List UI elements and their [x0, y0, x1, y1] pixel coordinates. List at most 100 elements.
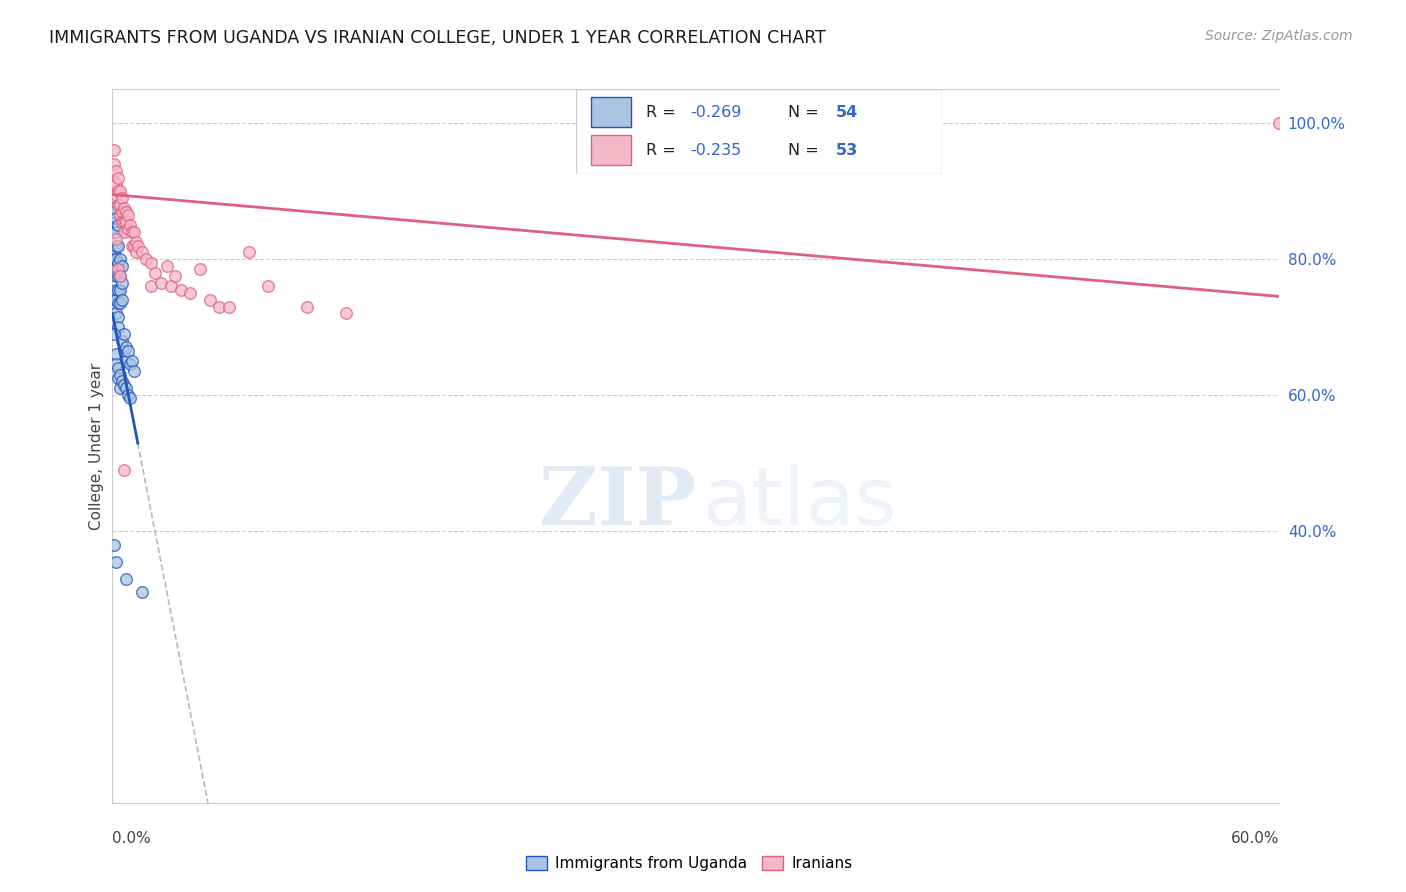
- Text: atlas: atlas: [702, 464, 896, 542]
- Point: [103, 204, 125, 219]
- Point: [117, 388, 139, 402]
- Point: [111, 215, 134, 229]
- Point: [105, 347, 128, 361]
- Point: [112, 326, 135, 341]
- Point: [122, 364, 145, 378]
- Point: [238, 245, 260, 260]
- Point: [110, 283, 132, 297]
- Y-axis label: College, Under 1 year: College, Under 1 year: [89, 362, 104, 530]
- FancyBboxPatch shape: [576, 89, 942, 174]
- Point: [257, 279, 280, 293]
- Point: [121, 354, 143, 368]
- Point: [105, 238, 128, 252]
- Point: [105, 358, 128, 372]
- Point: [150, 276, 173, 290]
- Point: [112, 225, 135, 239]
- Point: [107, 184, 129, 198]
- Point: [179, 286, 201, 301]
- Point: [105, 187, 128, 202]
- Point: [117, 343, 139, 358]
- Text: 0.0%: 0.0%: [112, 831, 152, 846]
- Text: IMMIGRANTS FROM UGANDA VS IRANIAN COLLEGE, UNDER 1 YEAR CORRELATION CHART: IMMIGRANTS FROM UGANDA VS IRANIAN COLLEG…: [49, 29, 827, 46]
- Point: [112, 215, 135, 229]
- Point: [111, 204, 134, 219]
- Point: [127, 238, 149, 252]
- Point: [111, 276, 134, 290]
- Point: [335, 306, 357, 320]
- Point: [188, 262, 211, 277]
- Point: [110, 296, 132, 310]
- Point: [131, 245, 153, 260]
- Point: [112, 201, 135, 215]
- Point: [111, 191, 134, 205]
- Point: [105, 225, 128, 239]
- Text: R =: R =: [645, 104, 681, 120]
- Text: N =: N =: [789, 104, 824, 120]
- Point: [105, 252, 128, 266]
- Point: [107, 310, 129, 324]
- Point: [110, 208, 132, 222]
- Point: [163, 269, 186, 284]
- Text: Source: ZipAtlas.com: Source: ZipAtlas.com: [1205, 29, 1353, 43]
- Point: [103, 537, 125, 551]
- Point: [125, 235, 148, 249]
- Legend: Immigrants from Uganda, Iranians: Immigrants from Uganda, Iranians: [520, 849, 858, 877]
- Point: [115, 215, 138, 229]
- Point: [107, 360, 129, 375]
- Point: [105, 555, 128, 569]
- Point: [198, 293, 221, 307]
- Point: [118, 392, 141, 406]
- Point: [105, 269, 128, 284]
- Point: [105, 178, 128, 192]
- Point: [111, 375, 134, 389]
- Point: [105, 306, 128, 320]
- Point: [117, 221, 139, 235]
- Point: [143, 266, 166, 280]
- Point: [107, 283, 129, 297]
- Point: [103, 326, 125, 341]
- Point: [169, 283, 191, 297]
- Point: [141, 279, 163, 293]
- Point: [110, 198, 132, 212]
- Point: [107, 255, 129, 269]
- Point: [101, 225, 124, 239]
- Point: [121, 225, 143, 239]
- Point: [103, 245, 125, 260]
- Point: [160, 279, 183, 293]
- Point: [121, 238, 143, 252]
- Point: [110, 184, 132, 198]
- Text: 54: 54: [837, 104, 858, 120]
- Point: [110, 368, 132, 382]
- Point: [156, 259, 179, 273]
- Point: [105, 232, 128, 246]
- Point: [111, 259, 134, 273]
- Point: [107, 218, 129, 232]
- Point: [105, 293, 128, 307]
- Point: [218, 300, 240, 314]
- Text: N =: N =: [789, 143, 824, 158]
- Point: [111, 293, 134, 307]
- Point: [131, 585, 153, 599]
- Point: [107, 170, 129, 185]
- Point: [115, 341, 138, 355]
- Point: [295, 300, 318, 314]
- Text: R =: R =: [645, 143, 681, 158]
- Point: [208, 300, 231, 314]
- Point: [115, 204, 138, 219]
- Point: [107, 320, 129, 334]
- Text: -0.235: -0.235: [690, 143, 741, 158]
- Point: [117, 208, 139, 222]
- Point: [103, 225, 125, 239]
- Point: [115, 572, 138, 586]
- Point: [112, 343, 135, 358]
- Text: ZIP: ZIP: [538, 464, 696, 542]
- Point: [107, 262, 129, 277]
- Point: [110, 269, 132, 284]
- Point: [101, 201, 124, 215]
- Point: [111, 334, 134, 348]
- Point: [105, 163, 128, 178]
- Point: [118, 358, 141, 372]
- Point: [115, 354, 138, 368]
- Point: [103, 252, 125, 266]
- Point: [107, 371, 129, 385]
